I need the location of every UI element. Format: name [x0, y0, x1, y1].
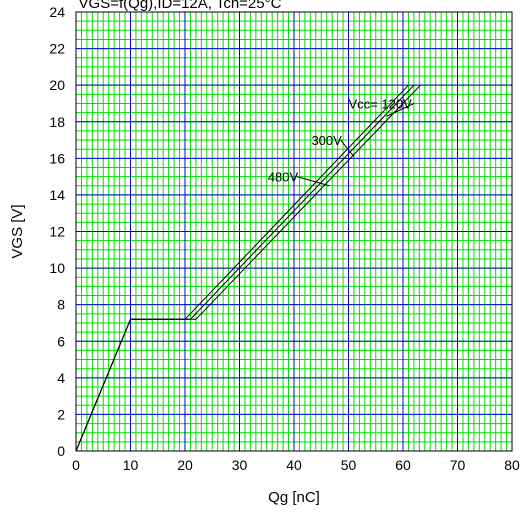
- chart-title: VGS=f(Qg),ID=12A, Tch=25°C: [79, 0, 282, 12]
- y-tick-label: 22: [49, 41, 65, 57]
- x-tick-label: 40: [286, 457, 302, 473]
- annotation-label-2: 300V: [311, 133, 342, 148]
- annotation-label-3: 480V: [268, 170, 299, 185]
- y-tick-label: 4: [57, 370, 65, 386]
- y-tick-label: 14: [49, 187, 65, 203]
- x-axis-label: Qg [nC]: [268, 489, 320, 506]
- x-tick-label: 10: [123, 457, 139, 473]
- y-tick-label: 10: [49, 260, 65, 276]
- x-tick-label: 70: [450, 457, 466, 473]
- x-tick-label: 20: [177, 457, 193, 473]
- x-tick-label: 50: [341, 457, 357, 473]
- y-tick-label: 24: [49, 4, 65, 20]
- annotation-leader-2: [340, 139, 355, 157]
- x-tick-label: 80: [504, 457, 520, 473]
- annotation-leader-1: [386, 103, 415, 117]
- y-tick-label: 18: [49, 114, 65, 130]
- x-tick-label: 60: [395, 457, 411, 473]
- annotation-leader-3: [296, 176, 330, 187]
- y-tick-label: 2: [57, 406, 65, 422]
- y-tick-label: 20: [49, 77, 65, 93]
- annotations-layer: Vcc= 120V 300V 480V: [268, 96, 415, 187]
- series-line-3: [75, 84, 421, 452]
- series-layer: [75, 84, 421, 452]
- y-tick-label: 6: [57, 333, 65, 349]
- x-tick-labels: 0 10 20 30 40 50 60 70 80: [72, 457, 520, 473]
- y-tick-label: 0: [57, 443, 65, 459]
- y-axis-label: VGS [V]: [9, 204, 26, 258]
- x-tick-label: 30: [232, 457, 248, 473]
- y-tick-label: 8: [57, 297, 65, 313]
- x-tick-label: 0: [72, 457, 80, 473]
- y-tick-label: 12: [49, 224, 65, 240]
- y-tick-label: 16: [49, 150, 65, 166]
- annotation-label-1: Vcc= 120V: [349, 96, 413, 111]
- plot-frame: [75, 11, 513, 452]
